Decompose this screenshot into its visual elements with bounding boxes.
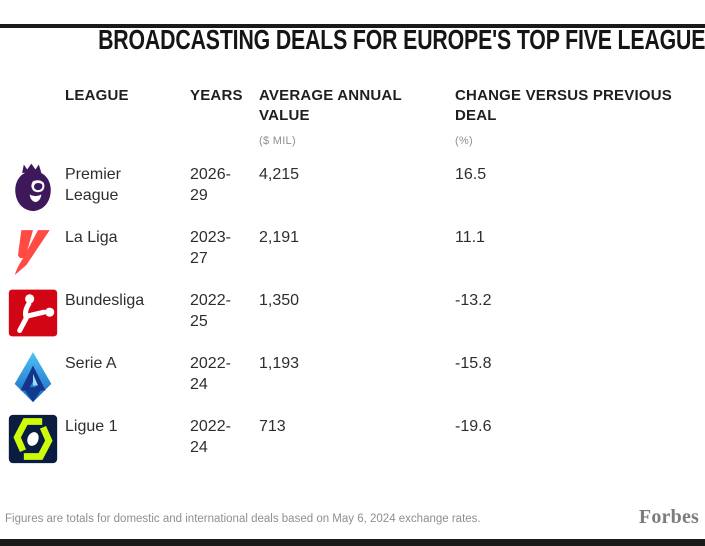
table-row: Ligue 1 2022-24 713 -19.6 <box>8 412 705 475</box>
column-header-value: AVERAGE ANNUAL VALUE <box>259 87 402 124</box>
league-name: Ligue 1 <box>65 418 118 435</box>
top-border-bar <box>0 24 705 28</box>
annual-value: 4,215 <box>259 166 300 183</box>
change-percent: -19.6 <box>455 418 492 435</box>
annual-value: 2,191 <box>259 229 300 246</box>
chart-title-wrap: BROADCASTING DEALS FOR EUROPE'S TOP FIVE… <box>0 24 705 56</box>
annual-value: 1,193 <box>259 355 300 372</box>
forbes-wordmark: Forbes <box>638 506 699 528</box>
ligue-1-logo <box>8 412 65 465</box>
change-percent: 16.5 <box>455 166 487 183</box>
table-header-row: LEAGUE YEARS AVERAGE ANNUAL VALUE CHANGE… <box>8 86 705 126</box>
league-name: Bundesliga <box>65 292 145 309</box>
deal-years: 2023-27 <box>190 229 231 267</box>
footnote: Figures are totals for domestic and inte… <box>5 513 481 525</box>
column-header-league: LEAGUE <box>65 87 129 104</box>
bottom-border-bar <box>0 539 705 546</box>
chart-title: BROADCASTING DEALS FOR EUROPE'S TOP FIVE… <box>98 24 705 55</box>
value-unit-label: ($ MIL) <box>259 135 296 147</box>
table-row: La Liga 2023-27 2,191 11.1 <box>8 223 705 286</box>
deal-years: 2022-24 <box>190 355 231 393</box>
table-body: Premier League 2026-29 4,215 16.5 La Lig… <box>8 160 705 475</box>
deal-years: 2022-25 <box>190 292 231 330</box>
table-unit-row: ($ MIL) (%) <box>8 135 705 147</box>
league-name: La Liga <box>65 229 118 246</box>
broadcast-deals-table: LEAGUE YEARS AVERAGE ANNUAL VALUE CHANGE… <box>0 86 705 475</box>
change-percent: 11.1 <box>455 229 485 246</box>
table-row: Serie A 2022-24 1,193 -15.8 <box>8 349 705 412</box>
serie-a-logo <box>8 349 65 406</box>
deal-years: 2022-24 <box>190 418 231 456</box>
table-row: Bundesliga 2022-25 1,350 -13.2 <box>8 286 705 349</box>
bundesliga-logo <box>8 286 65 339</box>
annual-value: 1,350 <box>259 292 300 309</box>
column-header-years: YEARS <box>190 87 243 104</box>
league-name: Serie A <box>65 355 117 372</box>
change-percent: -15.8 <box>455 355 492 372</box>
annual-value: 713 <box>259 418 286 435</box>
la-liga-logo <box>8 223 65 278</box>
change-unit-label: (%) <box>455 135 474 147</box>
deal-years: 2026-29 <box>190 166 231 204</box>
column-header-change: CHANGE VERSUS PREVIOUS DEAL <box>455 87 672 124</box>
table-row: Premier League 2026-29 4,215 16.5 <box>8 160 705 223</box>
premier-league-logo <box>8 160 65 213</box>
change-percent: -13.2 <box>455 292 492 309</box>
league-name: Premier League <box>65 166 122 204</box>
